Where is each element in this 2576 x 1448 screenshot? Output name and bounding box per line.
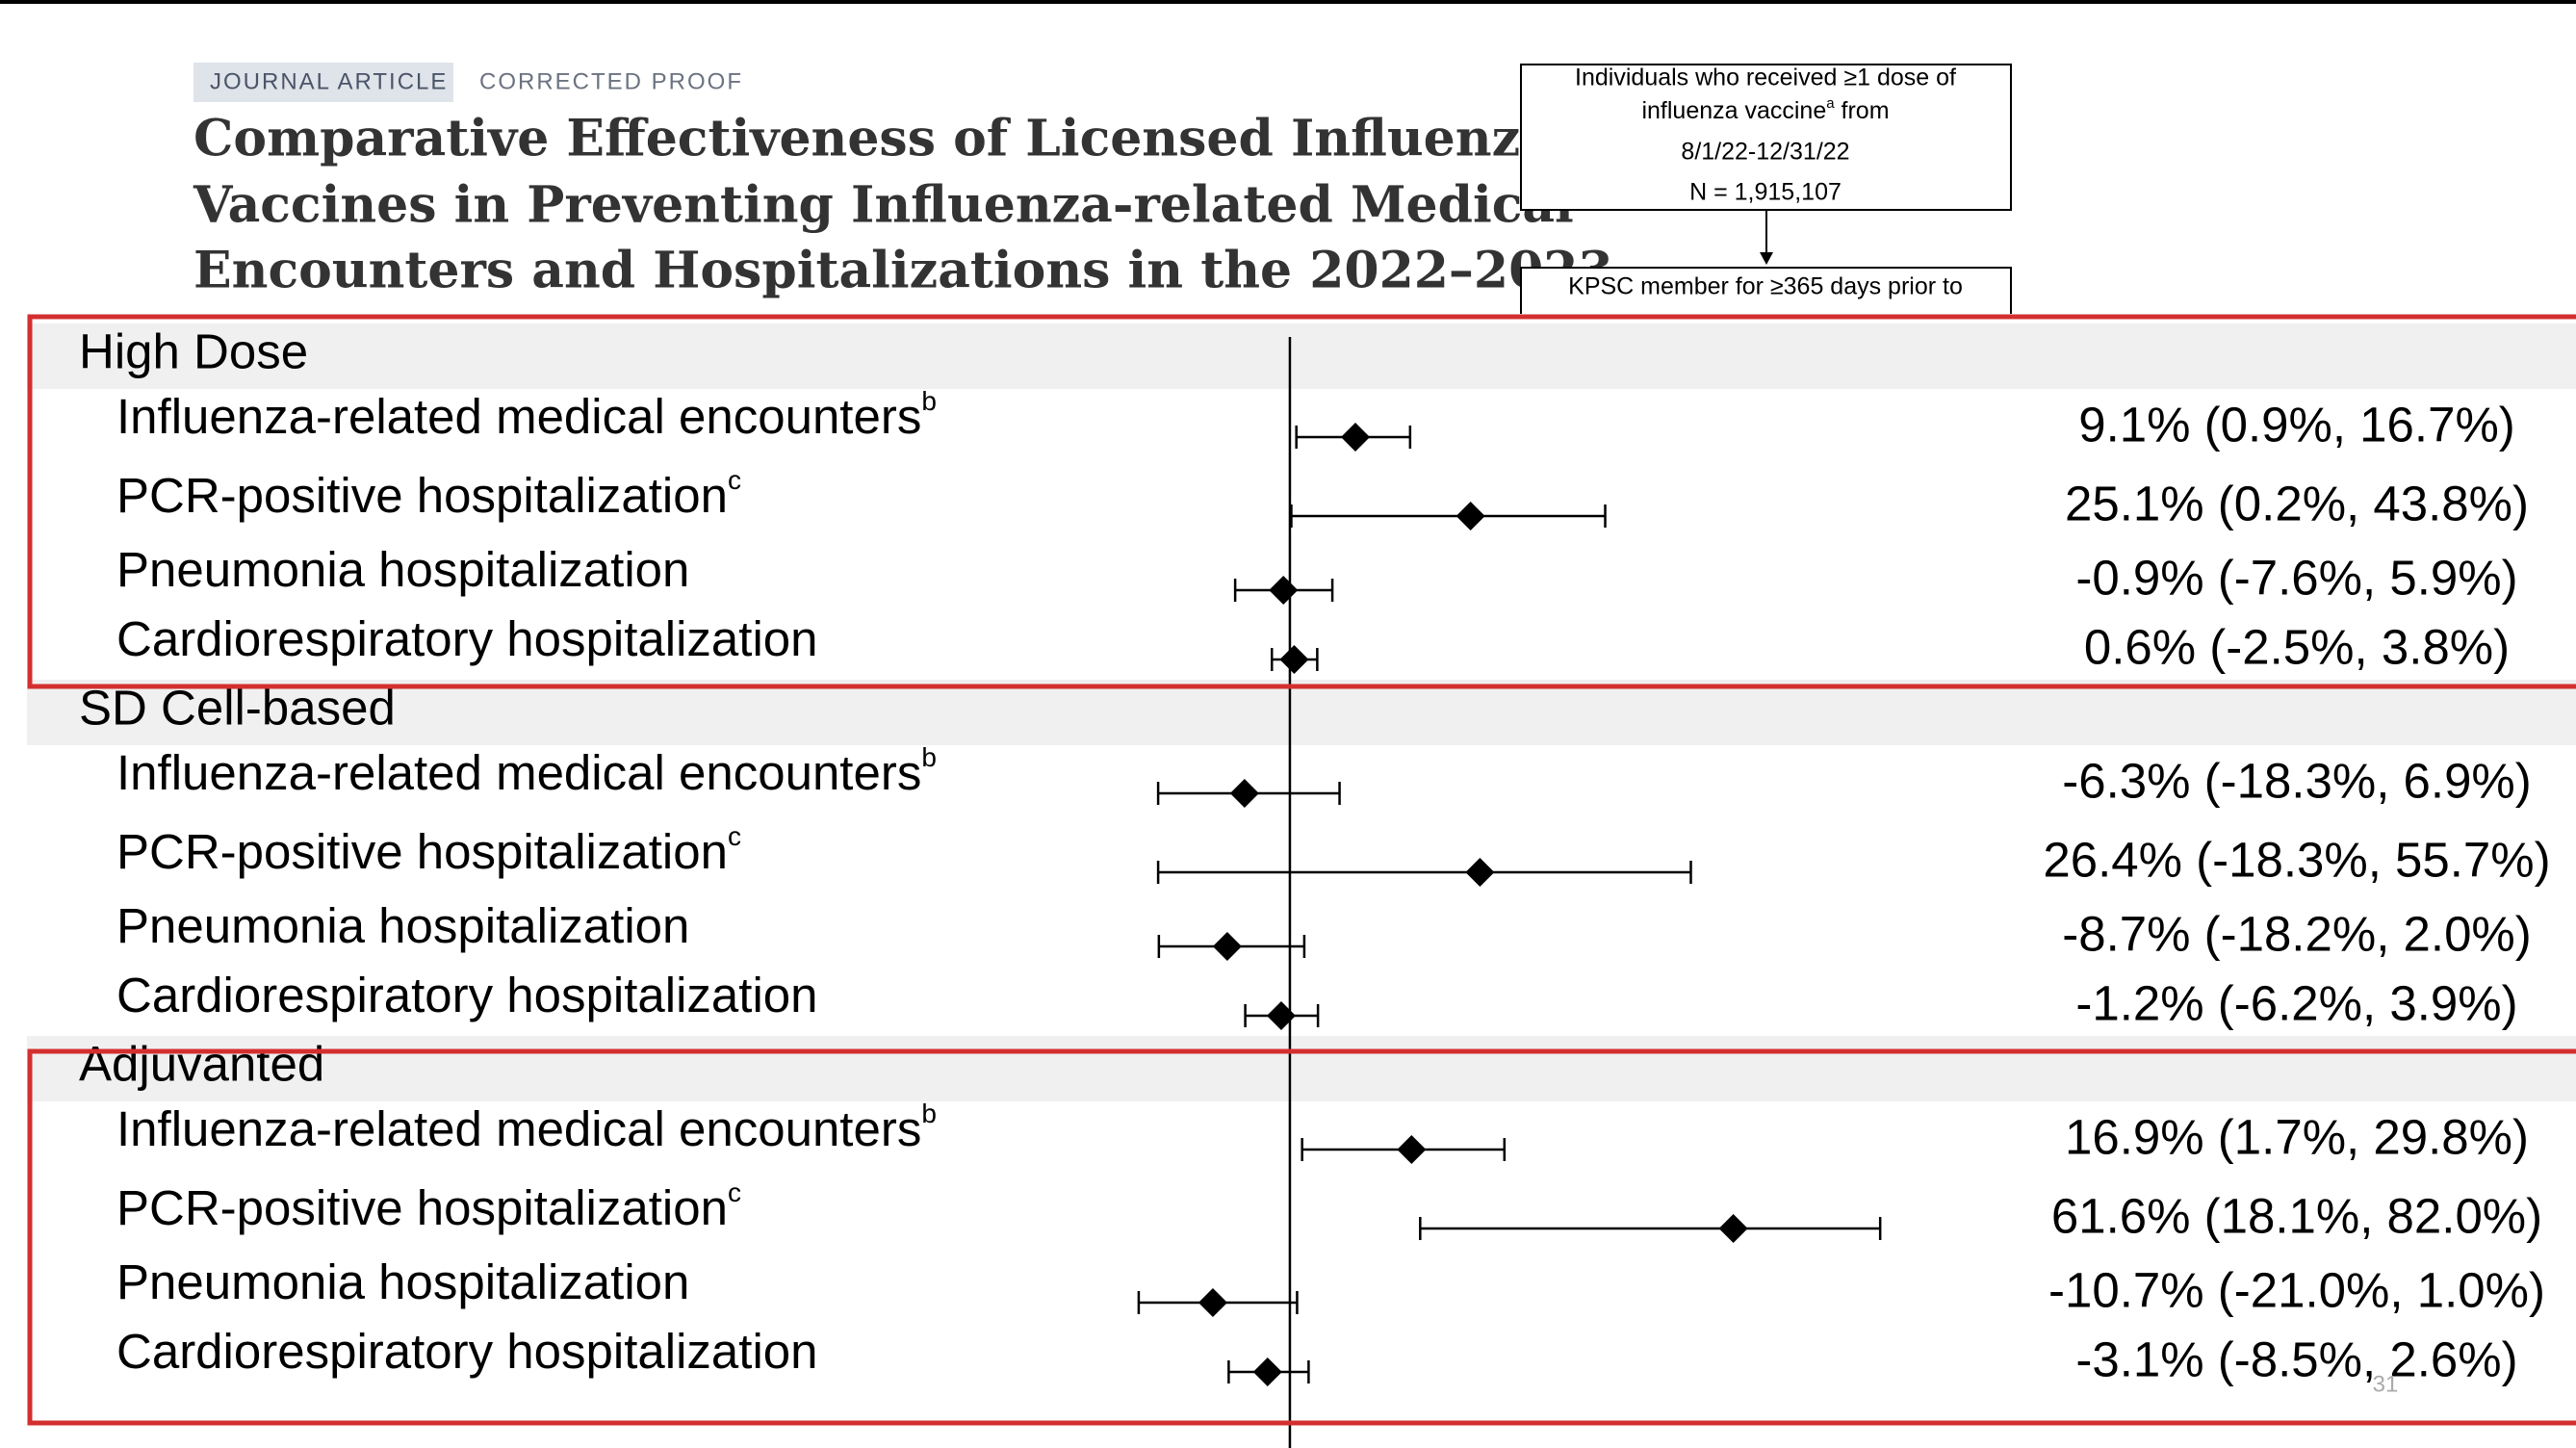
flow-text: 8/1/22-12/31/22 [1681,139,1849,166]
row-name: Influenza-related medical encounters [116,745,921,800]
forest-plot: High Dose Influenza-related medical encou… [27,314,2576,1448]
point-estimate [1198,1288,1227,1317]
row-label: PCR-positive hospitalizationc [116,465,741,523]
row-name: Pneumonia hospitalization [116,1254,689,1309]
point-estimate [1266,1001,1296,1030]
value-label: 16.9% (1.7%, 29.8%) [2065,1109,2529,1164]
row-label: Influenza-related medical encountersb [116,742,937,800]
row-name: Influenza-related medical encounters [116,389,921,444]
group-band [27,323,2576,389]
row-name: Pneumonia hospitalization [116,898,689,953]
superscript: c [728,821,741,851]
value-label: 61.6% (18.1%, 82.0%) [2051,1188,2542,1243]
flow-arrowhead [1760,252,1773,265]
row-name: Cardiorespiratory hospitalization [116,611,818,666]
group-label: Adjuvanted [79,1036,324,1091]
tag: JOURNAL ARTICLE [210,68,448,94]
title-line: Comparative Effectiveness of Licensed In… [193,110,1553,168]
row-label: PCR-positive hospitalizationc [116,1177,741,1235]
point-estimate [1465,858,1495,887]
title-line: Vaccines in Preventing Influenza-related… [193,176,1574,235]
value-label: 25.1% (0.2%, 43.8%) [2065,476,2529,530]
row-label: Pneumonia hospitalization [116,898,689,953]
point-estimate [1718,1214,1748,1243]
value-label: -3.1% (-8.5%, 2.6%) [2075,1332,2517,1386]
row-name: PCR-positive hospitalization [116,1180,728,1235]
highlight-box [27,1048,2576,1426]
flow-text: Individuals who received ≥1 dose of [1575,65,1956,91]
row-label: PCR-positive hospitalizationc [116,821,741,879]
row-label: Cardiorespiratory hospitalization [116,968,818,1022]
row-label: Cardiorespiratory hospitalization [116,611,818,666]
value-label: -10.7% (-21.0%, 1.0%) [2048,1262,2545,1317]
flow-text: influenza vaccinea from [1641,95,1889,124]
row-name: Influenza-related medical encounters [116,1101,921,1156]
group-band [27,1036,2576,1101]
row-label: Influenza-related medical encountersb [116,1099,937,1156]
point-estimate [1341,423,1371,452]
value-label: 9.1% (0.9%, 16.7%) [2078,397,2515,452]
row-label: Pneumonia hospitalization [116,1254,689,1309]
value-label: 26.4% (-18.3%, 55.7%) [2043,832,2550,887]
flow-text: N = 1,915,107 [1689,179,1842,206]
superscript: c [728,465,741,495]
point-estimate [1455,502,1485,530]
error-bar [1419,1217,1882,1240]
point-estimate [1229,779,1259,808]
point-estimate [1252,1358,1282,1386]
page-number: 31 [2373,1371,2399,1397]
superscript: b [921,742,937,772]
plot-panel [27,314,2576,1448]
highlight-box [27,314,2576,689]
row-label: Influenza-related medical encountersb [116,386,937,444]
value-label: -1.2% (-6.2%, 3.9%) [2075,975,2517,1030]
row-name: PCR-positive hospitalization [116,468,728,523]
status: CORRECTED PROOF [479,68,743,94]
error-bar [1290,504,1607,528]
tag-box [193,63,453,102]
value-label: -0.9% (-7.6%, 5.9%) [2075,550,2517,605]
superscript: b [921,1099,937,1128]
point-estimate [1397,1135,1427,1164]
superscript: b [921,386,937,416]
value-label: -8.7% (-18.2%, 2.0%) [2062,906,2532,961]
point-estimate [1212,932,1242,961]
top-border [0,0,2576,4]
group-band [27,680,2576,745]
row-name: Cardiorespiratory hospitalization [116,1324,818,1379]
value-label: -6.3% (-18.3%, 6.9%) [2062,753,2532,808]
point-estimate [1279,645,1309,674]
error-bar [1156,861,1692,884]
group-label: SD Cell-based [79,680,396,735]
value-label: 0.6% (-2.5%, 3.8%) [2084,619,2510,674]
row-name: Pneumonia hospitalization [116,542,689,597]
flow-text: KPSC member for ≥365 days prior to [1568,273,1963,300]
row-name: Cardiorespiratory hospitalization [116,968,818,1022]
title-line: Encounters and Hospitalizations in the 2… [193,242,1613,300]
superscript: c [728,1177,741,1207]
group-label: High Dose [79,323,308,378]
row-label: Pneumonia hospitalization [116,542,689,597]
row-label: Cardiorespiratory hospitalization [116,1324,818,1379]
flow-box [1520,64,2012,211]
row-name: PCR-positive hospitalization [116,824,728,879]
